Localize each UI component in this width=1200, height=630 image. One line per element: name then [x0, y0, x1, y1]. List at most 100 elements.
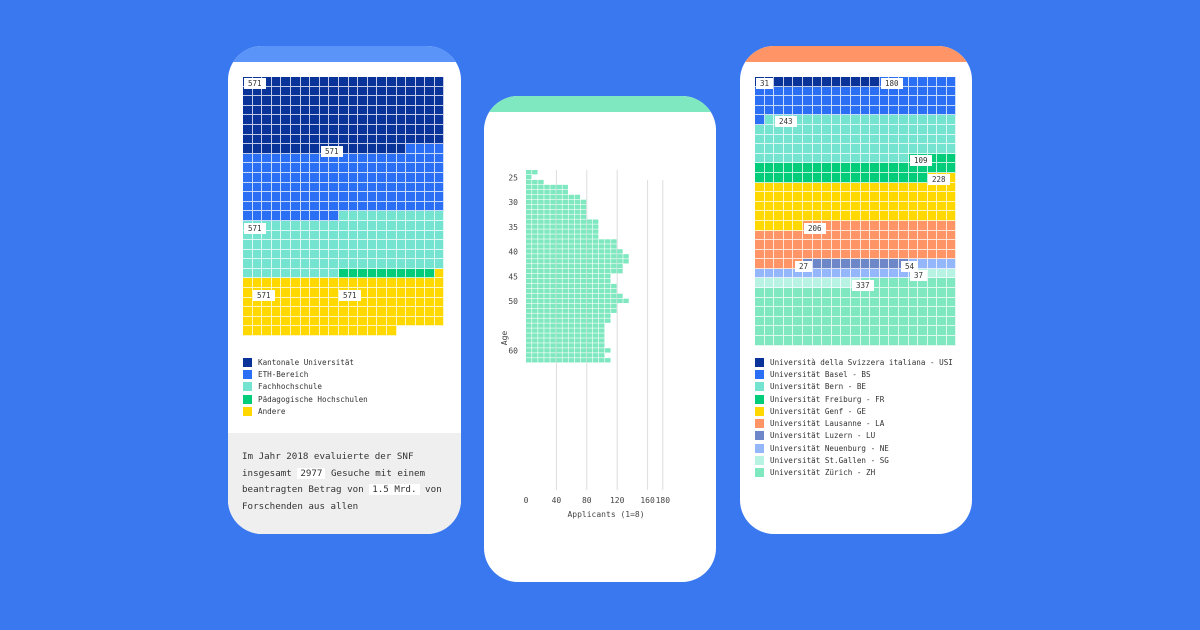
histogram-square [605, 318, 611, 323]
waffle-cell [415, 96, 426, 106]
waffle-cell [927, 134, 938, 145]
waffle-cell [793, 316, 803, 327]
histogram-square [592, 239, 599, 244]
histogram-square [538, 199, 544, 205]
waffle-cell [319, 134, 330, 145]
waffle-cell [822, 249, 832, 260]
histogram-square [580, 353, 587, 358]
histogram-square [562, 293, 568, 299]
waffle-cell [822, 336, 832, 346]
waffle-cell [860, 77, 871, 87]
waffle-cell [870, 316, 880, 327]
waffle-cell [281, 124, 291, 135]
waffle-cell [870, 182, 880, 193]
waffle-cell [793, 278, 803, 289]
waffle-cell [243, 182, 253, 193]
waffle-cell [822, 105, 832, 116]
histogram-square [598, 338, 605, 343]
histogram-square [568, 298, 575, 304]
waffle-cell [822, 297, 832, 308]
histogram-square [586, 323, 593, 328]
waffle-cell [406, 297, 416, 308]
waffle-cell [358, 77, 368, 87]
histogram-square [550, 244, 556, 249]
histogram-square [586, 239, 593, 244]
waffle-cell [415, 249, 426, 260]
waffle-cell [841, 336, 851, 346]
histogram-square [532, 333, 538, 338]
histogram-square [574, 333, 581, 338]
histogram-square [592, 328, 599, 333]
waffle-cell [946, 182, 957, 193]
waffle-cell [348, 211, 359, 221]
histogram-square [544, 184, 550, 190]
waffle-cell [252, 172, 263, 183]
waffle-cell [898, 316, 909, 327]
waffle-cell [793, 172, 803, 183]
waffle-cell [310, 288, 320, 298]
waffle-cell [946, 211, 957, 221]
histogram-square [532, 273, 538, 279]
waffle-cell [358, 182, 368, 193]
legend-label: Universität Genf - GE [770, 406, 867, 416]
waffle-cell [348, 230, 359, 241]
waffle-cell [281, 134, 291, 145]
waffle-cell [802, 124, 813, 135]
waffle-cell [879, 124, 890, 135]
waffle-cell [310, 192, 320, 202]
waffle-cell [300, 115, 311, 125]
waffle-cell [793, 144, 803, 154]
waffle-cell [348, 249, 359, 260]
waffle-cell [755, 240, 765, 250]
histogram-square [598, 273, 605, 279]
waffle-cell [755, 278, 765, 289]
waffle-cell [812, 163, 823, 173]
histogram-square [556, 328, 562, 333]
waffle-cell [300, 192, 311, 202]
histogram-square [538, 358, 544, 363]
waffle-cell [377, 326, 387, 337]
waffle-cell [252, 201, 263, 212]
waffle-cell [319, 259, 330, 269]
waffle-label: 37 [910, 270, 928, 281]
waffle-cell [338, 249, 349, 260]
waffle-cell [281, 105, 291, 116]
waffle-cell [338, 96, 349, 106]
waffle-cell [415, 153, 426, 164]
waffle-cell [348, 115, 359, 125]
waffle-cell [281, 316, 291, 327]
waffle-cell [764, 182, 775, 193]
histogram-square [586, 308, 593, 313]
waffle-cell [755, 105, 765, 116]
waffle-cell [870, 336, 880, 346]
histogram-square [617, 298, 623, 304]
histogram-square [550, 313, 556, 318]
waffle-cell [367, 249, 378, 260]
waffle-cell [396, 220, 407, 231]
waffle-cell [396, 307, 407, 317]
waffle-cell [937, 211, 947, 221]
waffle-cell [908, 172, 919, 183]
histogram-square [617, 293, 623, 299]
waffle-cell [338, 278, 349, 289]
histogram-square [544, 204, 550, 209]
waffle-label: 27 [795, 261, 813, 272]
waffle-cell [310, 307, 320, 317]
waffle-cell [310, 268, 320, 279]
waffle-cell [889, 316, 899, 327]
waffle-cell [831, 307, 842, 317]
waffle-cell [338, 77, 349, 87]
waffle-cell [396, 259, 407, 269]
waffle-cell [377, 288, 387, 298]
waffle-cell [415, 259, 426, 269]
waffle-cell [271, 153, 282, 164]
waffle-cell [783, 278, 794, 289]
waffle-cell [358, 240, 368, 250]
waffle-cell [870, 230, 880, 241]
waffle-cell [764, 192, 775, 202]
waffle-cell [243, 326, 253, 337]
waffle-cell [812, 182, 823, 193]
histogram-square [562, 214, 568, 219]
histogram-square [544, 254, 550, 259]
histogram-square [526, 254, 532, 259]
